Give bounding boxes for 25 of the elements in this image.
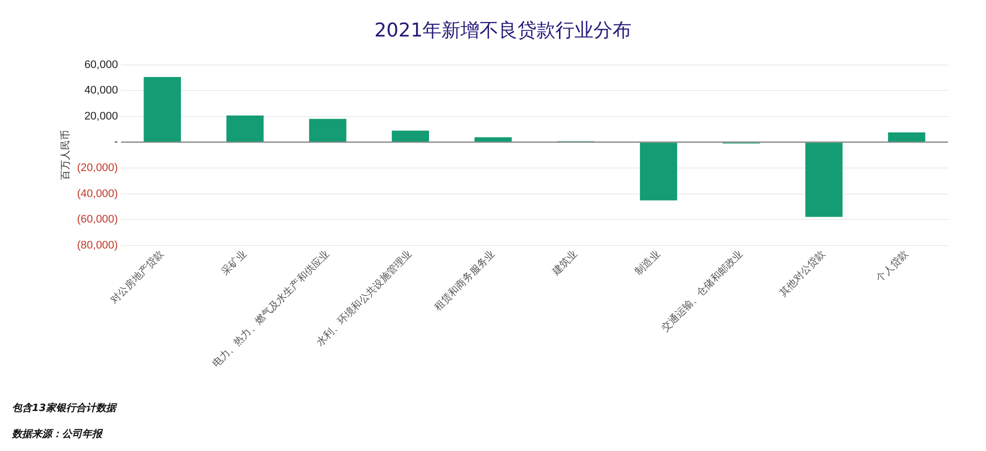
y-tick-label: 40,000 [84,84,118,97]
y-tick-label: (20,000) [76,162,118,174]
bar [805,142,843,217]
bar [888,132,926,142]
x-tick-label: 个人贷款 [874,248,911,285]
x-tick-label: 建筑业 [549,248,580,278]
text: 包含13家银行合计数据 [12,402,118,414]
bar [474,137,512,142]
bar [640,142,678,200]
x-tick-label: 其他对公贷款 [776,248,828,299]
y-tick-label: (40,000) [76,188,118,200]
y-axis-title: 百万人民币 [60,130,72,180]
x-tick-label: 租赁和商务服务业 [432,248,498,314]
y-tick-label: (60,000) [76,214,118,226]
bar [392,130,430,142]
bar [144,77,181,142]
y-tick-label: (80,000) [76,239,118,252]
bar [226,115,264,142]
chart-title: 2021年新增不良贷款行业分布 [374,19,632,42]
bar [309,118,346,142]
y-tick-label: - [114,136,118,148]
y-tick-label: 20,000 [84,110,118,122]
y-tick-label: 60,000 [84,58,118,71]
source-note: 数据来源：公司年报 [11,428,104,440]
x-tick-label: 采矿业 [219,248,249,278]
